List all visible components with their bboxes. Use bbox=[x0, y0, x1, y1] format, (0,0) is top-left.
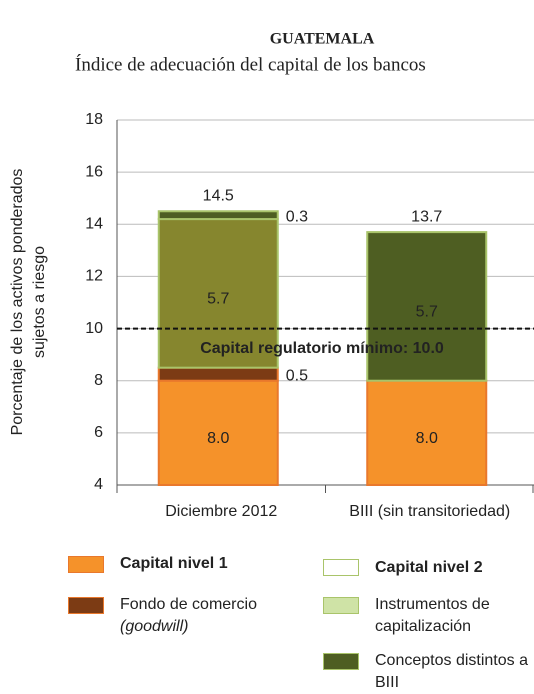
y-tick-label: 10 bbox=[85, 320, 103, 337]
x-tick-label: BIII (sin transitoriedad) bbox=[349, 503, 510, 520]
legend-note: (goodwill) bbox=[120, 618, 189, 635]
y-axis-label: sujetos a riesgo bbox=[31, 246, 48, 358]
legend-swatch bbox=[68, 597, 104, 614]
y-tick-label: 4 bbox=[94, 476, 103, 493]
data-label: 0.5 bbox=[286, 367, 308, 384]
chart-subtitle: Índice de adecuación del capital de los … bbox=[75, 53, 426, 75]
legend-label: Fondo de comercio bbox=[120, 596, 257, 613]
bar-segment bbox=[157, 379, 279, 487]
y-axis-label: Porcentaje de los activos ponderados bbox=[9, 169, 26, 436]
bar-segment bbox=[366, 231, 488, 382]
legend-label: Capital nivel 1 bbox=[120, 555, 228, 572]
data-label: 5.7 bbox=[207, 291, 229, 308]
legend-header: Capital nivel 2 bbox=[375, 559, 483, 576]
data-label: 0.3 bbox=[286, 208, 308, 225]
legend-label: Instrumentos de capitalización bbox=[375, 596, 490, 635]
total-label: 14.5 bbox=[203, 187, 234, 204]
y-tick-label: 8 bbox=[94, 372, 103, 389]
y-tick-label: 6 bbox=[94, 424, 103, 441]
legend-swatch bbox=[323, 559, 359, 576]
y-tick-label: 14 bbox=[85, 216, 103, 233]
chart-title: GUATEMALA bbox=[270, 31, 375, 48]
data-label: 8.0 bbox=[416, 430, 438, 447]
bar-segment bbox=[157, 366, 279, 382]
y-tick-label: 18 bbox=[85, 111, 103, 128]
total-label: 13.7 bbox=[411, 208, 442, 225]
legend-swatch bbox=[323, 653, 359, 670]
reference-label: Capital regulatorio mínimo: 10.0 bbox=[200, 340, 444, 357]
legend-label: Conceptos distintos a BIII bbox=[375, 652, 528, 691]
y-tick-label: 16 bbox=[85, 163, 103, 180]
x-tick-label: Diciembre 2012 bbox=[165, 503, 277, 520]
legend-swatch bbox=[68, 556, 104, 573]
data-label: 8.0 bbox=[207, 430, 229, 447]
legend-swatch bbox=[323, 597, 359, 614]
data-label: 5.7 bbox=[416, 304, 438, 321]
bar-segment bbox=[157, 210, 279, 221]
y-tick-label: 12 bbox=[85, 268, 103, 285]
